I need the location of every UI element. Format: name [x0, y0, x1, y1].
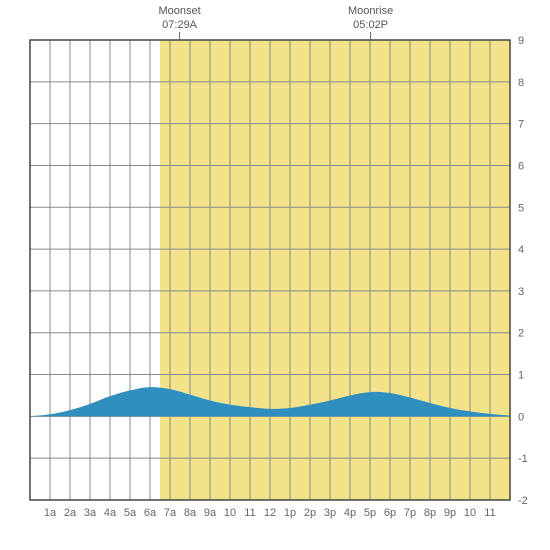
x-tick-label: 8p	[424, 507, 436, 519]
x-tick-label: 4p	[344, 507, 356, 519]
x-tick-label: 5p	[364, 507, 376, 519]
y-tick-label: 7	[518, 119, 524, 131]
y-tick-label: -1	[518, 453, 528, 465]
y-tick-label: 4	[518, 244, 524, 256]
x-tick-label: 6p	[384, 507, 396, 519]
y-tick-label: 3	[518, 286, 524, 298]
x-tick-label: 2a	[64, 507, 77, 519]
top-mark-time: 07:29A	[162, 19, 198, 31]
daylight-band	[160, 40, 510, 500]
x-tick-label: 8a	[184, 507, 197, 519]
y-tick-label: 8	[518, 77, 524, 89]
top-mark-title: Moonrise	[348, 5, 393, 17]
y-tick-label: 0	[518, 411, 524, 423]
y-tick-label: 9	[518, 35, 524, 47]
x-tick-label: 7a	[164, 507, 177, 519]
top-mark-time: 05:02P	[353, 19, 388, 31]
x-tick-label: 11	[484, 507, 495, 519]
x-tick-label: 3p	[324, 507, 336, 519]
x-tick-label: 10	[224, 507, 236, 519]
x-tick-label: 1p	[284, 507, 296, 519]
x-tick-label: 10	[464, 507, 476, 519]
x-tick-label: 1a	[44, 507, 57, 519]
x-tick-label: 2p	[304, 507, 316, 519]
x-tick-label: 4a	[104, 507, 117, 519]
y-tick-label: 5	[518, 202, 524, 214]
y-tick-label: 2	[518, 328, 524, 340]
y-tick-label: -2	[518, 495, 528, 507]
y-tick-label: 1	[518, 370, 524, 382]
tide-chart: 1a2a3a4a5a6a7a8a9a1011121p2p3p4p5p6p7p8p…	[0, 0, 550, 550]
x-tick-label: 7p	[404, 507, 416, 519]
x-tick-label: 5a	[124, 507, 137, 519]
x-tick-label: 9a	[204, 507, 217, 519]
x-tick-label: 12	[264, 507, 276, 519]
x-tick-label: 6a	[144, 507, 157, 519]
x-tick-label: 9p	[444, 507, 456, 519]
top-mark-title: Moonset	[158, 5, 200, 17]
x-tick-label: 11	[244, 507, 255, 519]
x-tick-label: 3a	[84, 507, 97, 519]
y-tick-label: 6	[518, 160, 524, 172]
tide-chart-svg: 1a2a3a4a5a6a7a8a9a1011121p2p3p4p5p6p7p8p…	[0, 0, 550, 550]
